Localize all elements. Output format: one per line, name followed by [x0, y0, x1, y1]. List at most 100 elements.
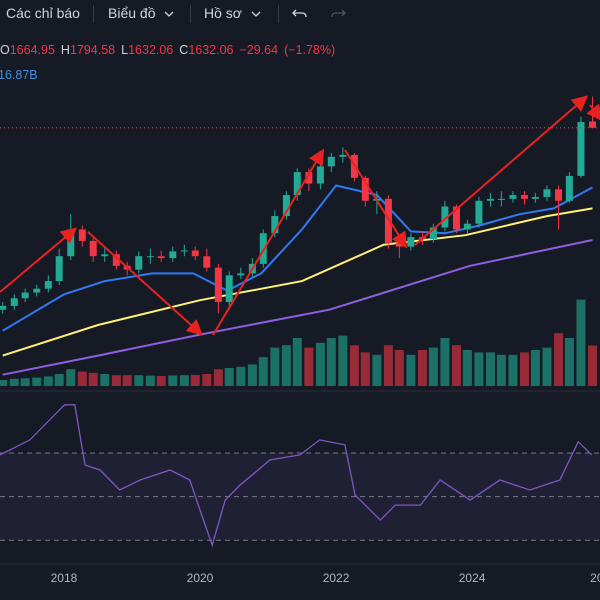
separator [93, 5, 94, 23]
volume-bar [77, 371, 87, 386]
undo-button[interactable] [292, 6, 308, 22]
trend-arrow [0, 227, 78, 293]
profile-menu[interactable]: Hồ sơ [204, 5, 242, 21]
volume-bar [349, 345, 359, 386]
volume-bar [519, 352, 529, 386]
candle-body [395, 242, 403, 247]
candle-body [520, 195, 528, 199]
candle-body [555, 189, 563, 201]
x-tick-label: 2022 [323, 571, 350, 585]
change: −29.64 [239, 43, 279, 57]
candle-body [305, 172, 313, 184]
volume-bar [496, 354, 506, 386]
trend-arrow [212, 148, 325, 336]
volume-bar [122, 375, 132, 386]
volume-bar [326, 338, 336, 386]
ohlc-legend: O1664.95 H1794.58 L1632.06 C1632.06 −29.64 (−… [0, 43, 341, 57]
candle-body [577, 122, 585, 176]
candle-body [55, 256, 63, 282]
indicators-button[interactable]: Các chỉ báo [6, 5, 80, 21]
volume-bar [462, 350, 472, 386]
chevron [164, 11, 174, 17]
chart-menu[interactable]: Biểu đồ [108, 5, 156, 21]
volume-value: 16.87B [0, 68, 38, 82]
x-tick-label: 2020 [187, 571, 214, 585]
candle-body [589, 121, 597, 128]
volume-bar [360, 352, 370, 386]
volume-bar [54, 374, 64, 386]
candle-body [441, 206, 449, 228]
volume-bar [417, 350, 427, 386]
x-tick-label: 2024 [459, 571, 486, 585]
trend-arrow [586, 103, 600, 122]
change-pct: (−1.78%) [284, 43, 336, 57]
volume-bar [224, 368, 234, 386]
separator [278, 5, 279, 23]
volume-bar [270, 347, 280, 386]
candle-body [10, 298, 18, 306]
candle-body [33, 288, 41, 293]
label: O [0, 43, 10, 57]
candle-body [78, 229, 86, 241]
volume-bar [247, 364, 257, 386]
volume-bar [145, 375, 155, 386]
volume-bar [576, 299, 586, 386]
candle-body [135, 256, 143, 270]
volume-bar [428, 347, 438, 386]
candle-body [180, 250, 188, 252]
chevron [251, 11, 261, 17]
volume-bar [485, 352, 495, 386]
trend-arrow [414, 95, 589, 246]
moving-average [2, 239, 593, 376]
volume-bar [66, 369, 76, 386]
label: C [179, 43, 189, 57]
volume-bar [564, 338, 574, 386]
trend-arrow [344, 149, 408, 249]
separator [190, 5, 191, 23]
candle-body [21, 292, 29, 299]
candle-body [339, 154, 347, 157]
candle-body [543, 189, 551, 197]
candle-body [146, 256, 154, 258]
candle-body [497, 198, 505, 200]
volume-bar [530, 350, 540, 386]
volume-bar [9, 378, 19, 386]
candle-body [486, 198, 494, 201]
volume-bar [508, 354, 518, 386]
value: 1664.95 [9, 43, 55, 57]
candle-body [101, 254, 109, 257]
volume-bar [304, 347, 314, 386]
volume-bar [258, 357, 268, 386]
candle-body [361, 177, 369, 201]
volume-bar [190, 374, 200, 386]
x-tick-label: 2018 [51, 571, 78, 585]
x-tick-label: 20 [590, 571, 600, 585]
candle-body [44, 281, 52, 289]
candle-body [452, 206, 460, 230]
candle-body [271, 216, 279, 234]
candle-body [214, 267, 222, 303]
trend-arrow [87, 231, 203, 336]
candle-body [475, 200, 483, 224]
volume-bar [554, 333, 564, 386]
candle-body [225, 275, 233, 303]
label: L [121, 43, 129, 57]
volume-bar [474, 352, 484, 386]
candle-body [112, 254, 120, 266]
candle-body [293, 172, 301, 196]
volume-bar [315, 342, 325, 386]
toolbar: Các chỉ báo Biểu đồ Hồ sơ [0, 0, 600, 28]
candle-body [157, 256, 165, 259]
candle-body [531, 196, 539, 199]
volume-bar [213, 369, 223, 386]
moving-average [2, 207, 593, 357]
value: 1794.58 [69, 43, 116, 57]
volume-bar [383, 345, 393, 386]
volume-bar [440, 338, 450, 386]
redo-button[interactable] [330, 6, 346, 22]
candle-body [509, 195, 517, 199]
candle-body [407, 237, 415, 247]
volume-bar [179, 375, 189, 386]
